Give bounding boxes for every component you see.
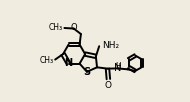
Text: O: O (105, 81, 112, 90)
Text: CH₃: CH₃ (49, 23, 63, 32)
Text: NH₂: NH₂ (102, 41, 119, 50)
Text: O: O (70, 23, 77, 32)
Text: S: S (84, 67, 91, 77)
Text: N: N (114, 63, 121, 73)
Text: H: H (115, 62, 121, 71)
Text: N: N (64, 58, 72, 68)
Text: CH₃: CH₃ (40, 56, 54, 65)
